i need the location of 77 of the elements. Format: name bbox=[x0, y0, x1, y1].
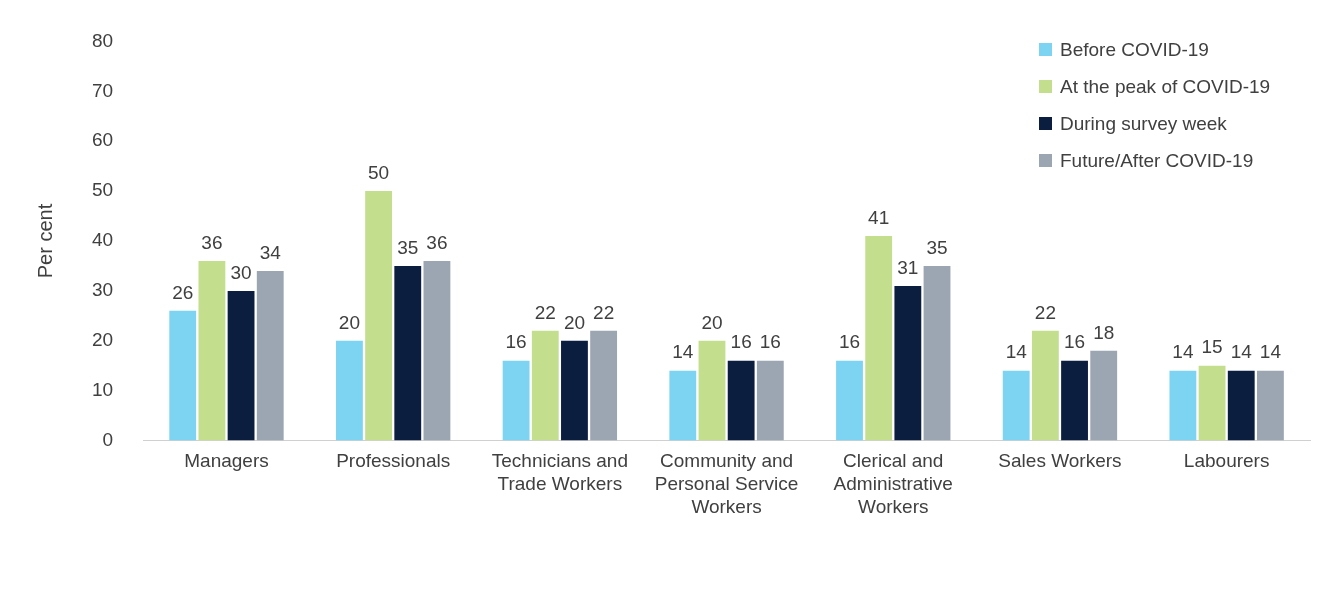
data-label: 14 bbox=[1230, 341, 1253, 363]
data-label: 14 bbox=[1259, 341, 1282, 363]
bar bbox=[669, 370, 697, 441]
bar bbox=[336, 340, 363, 441]
bar bbox=[865, 236, 893, 441]
bar bbox=[1256, 370, 1284, 441]
bar bbox=[531, 330, 559, 441]
legend-label: At the peak of COVID-19 bbox=[1059, 74, 1271, 99]
y-tick-label: 10 bbox=[91, 378, 114, 400]
y-tick-label: 70 bbox=[91, 79, 114, 101]
bar bbox=[1061, 360, 1088, 441]
data-label: 20 bbox=[338, 311, 360, 333]
bar bbox=[198, 260, 226, 441]
bar bbox=[698, 340, 726, 441]
bar bbox=[1002, 370, 1030, 441]
data-label: 41 bbox=[868, 206, 890, 228]
bar bbox=[256, 270, 284, 441]
x-tick-label: Community and Personal Service Workers bbox=[654, 450, 799, 517]
data-label: 36 bbox=[426, 231, 448, 253]
data-label: 34 bbox=[259, 241, 282, 263]
bar bbox=[1169, 370, 1197, 441]
x-tick-label: Clerical and Administrative Workers bbox=[833, 450, 953, 517]
data-label: 35 bbox=[926, 236, 948, 258]
data-label: 16 bbox=[1063, 331, 1086, 353]
x-tick-label: Technicians and Trade Workers bbox=[491, 450, 628, 495]
x-tick-label: Professionals bbox=[336, 450, 451, 472]
bar bbox=[365, 191, 393, 441]
y-tick-label: 20 bbox=[91, 329, 114, 351]
data-label: 36 bbox=[201, 231, 223, 253]
y-axis-title: Per cent bbox=[33, 203, 56, 279]
data-label: 20 bbox=[701, 311, 723, 333]
x-tick-label: Managers bbox=[184, 450, 269, 472]
y-tick-label: 80 bbox=[91, 29, 114, 51]
bar bbox=[502, 360, 530, 441]
bar bbox=[561, 340, 588, 441]
bar bbox=[727, 360, 755, 441]
data-label: 14 bbox=[1005, 341, 1028, 363]
data-label: 26 bbox=[172, 281, 194, 303]
data-label: 20 bbox=[563, 311, 586, 333]
bar bbox=[169, 310, 197, 441]
y-tick-label: 30 bbox=[91, 279, 114, 301]
bar bbox=[1227, 370, 1255, 441]
data-label: 30 bbox=[230, 261, 252, 283]
data-label: 16 bbox=[730, 331, 752, 353]
data-label: 14 bbox=[672, 341, 694, 363]
bar bbox=[590, 330, 618, 441]
legend-label: Future/After COVID-19 bbox=[1059, 148, 1255, 173]
bar bbox=[423, 260, 451, 441]
data-label: 14 bbox=[1172, 341, 1194, 363]
legend-label: Before COVID-19 bbox=[1059, 37, 1210, 62]
bar bbox=[1198, 365, 1226, 441]
bar bbox=[756, 360, 784, 441]
x-tick-label: Sales Workers bbox=[998, 450, 1122, 472]
y-tick-label: 0 bbox=[102, 428, 114, 450]
data-label: 18 bbox=[1093, 321, 1115, 343]
data-label: 16 bbox=[759, 331, 781, 353]
bar bbox=[1031, 330, 1059, 441]
y-tick-label: 60 bbox=[91, 129, 114, 151]
data-label: 50 bbox=[368, 161, 390, 183]
bar bbox=[394, 265, 422, 441]
data-label: 22 bbox=[593, 301, 615, 323]
x-tick-label: Labourers bbox=[1183, 450, 1270, 472]
data-label: 35 bbox=[397, 236, 419, 258]
bar bbox=[923, 265, 951, 441]
y-tick-label: 50 bbox=[91, 179, 114, 201]
legend-label: During survey week bbox=[1059, 111, 1228, 136]
y-tick-label: 40 bbox=[91, 229, 114, 251]
data-label: 22 bbox=[534, 301, 556, 323]
data-label: 22 bbox=[1034, 301, 1056, 323]
bar bbox=[836, 360, 863, 441]
data-label: 31 bbox=[897, 256, 919, 278]
bar bbox=[894, 285, 922, 441]
bar bbox=[1090, 350, 1118, 441]
data-label: 16 bbox=[505, 331, 527, 353]
data-label: 16 bbox=[838, 331, 861, 353]
bar bbox=[227, 290, 255, 441]
data-label: 15 bbox=[1201, 336, 1223, 358]
